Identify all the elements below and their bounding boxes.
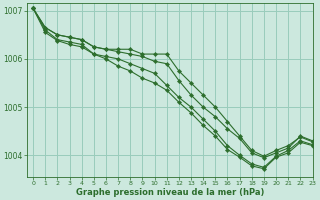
X-axis label: Graphe pression niveau de la mer (hPa): Graphe pression niveau de la mer (hPa) — [76, 188, 264, 197]
